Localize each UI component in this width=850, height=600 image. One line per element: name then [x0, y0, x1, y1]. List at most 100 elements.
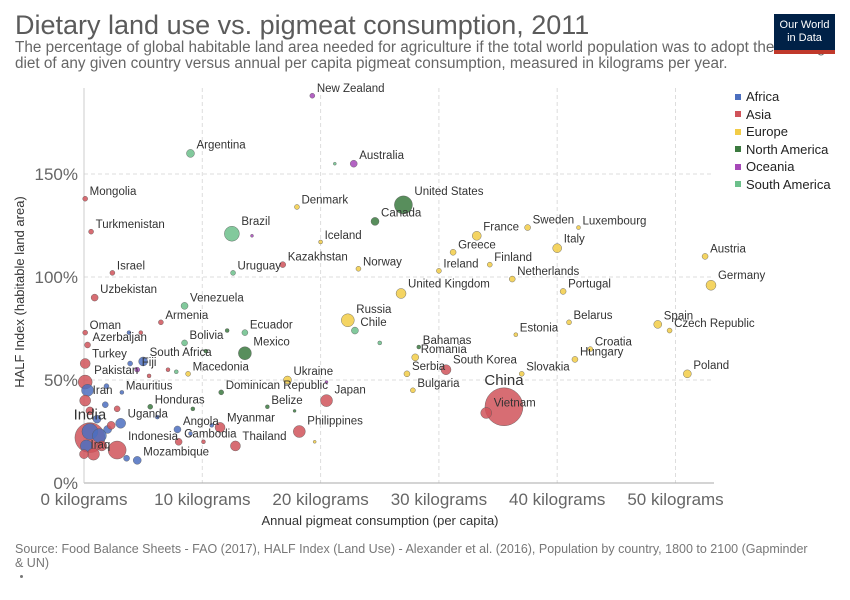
- legend-item-north-america[interactable]: North America: [735, 141, 831, 159]
- data-points: [74, 93, 717, 465]
- point-label: Kazakhstan: [288, 252, 348, 264]
- data-point-ukraine: [283, 375, 292, 385]
- data-point: [292, 409, 297, 413]
- legend-label: South America: [746, 176, 831, 192]
- legend-swatch: [735, 181, 741, 188]
- owid-logo[interactable]: Our World in Data: [774, 14, 835, 54]
- data-point-greece: [449, 249, 457, 256]
- data-point-belize: [265, 404, 270, 409]
- data-point-slovakia: [519, 371, 525, 377]
- data-point-estonia: [513, 332, 518, 337]
- point-label: Argentina: [196, 139, 246, 151]
- point-label: Turkmenistan: [96, 219, 165, 231]
- point-label: Bahamas: [423, 335, 472, 347]
- point-label: Poland: [693, 360, 729, 372]
- legend-label: Africa: [746, 89, 780, 105]
- point-label: Belarus: [574, 310, 613, 322]
- point-label: Czech Republic: [674, 318, 755, 330]
- data-point-uruguay: [230, 270, 236, 276]
- x-tick-label: 20 kilograms: [272, 490, 368, 509]
- legend-item-south-america[interactable]: South America: [735, 176, 831, 194]
- x-tick-label: 40 kilograms: [509, 490, 605, 509]
- point-label: Ireland: [443, 258, 478, 270]
- y-tick-label: 150%: [35, 165, 78, 184]
- data-point: [85, 406, 95, 416]
- point-label: Denmark: [301, 194, 348, 206]
- legend-item-oceania[interactable]: Oceania: [735, 158, 831, 176]
- legend-label: North America: [746, 141, 829, 157]
- legend-item-asia[interactable]: Asia: [735, 106, 831, 124]
- point-label: Indonesia: [128, 431, 178, 443]
- point-label: Bulgaria: [417, 378, 460, 390]
- data-point-hungary: [571, 356, 579, 363]
- point-label: Serbia: [412, 361, 446, 373]
- point-label: Netherlands: [517, 266, 579, 278]
- data-point: [126, 330, 132, 335]
- data-point: [312, 440, 317, 444]
- point-label: Australia: [359, 150, 404, 162]
- point-label: Thailand: [242, 431, 286, 443]
- data-point-oman: [82, 329, 88, 336]
- data-point-china: [484, 387, 524, 426]
- data-point-norway: [355, 266, 362, 272]
- data-point-dominican-republic: [218, 389, 224, 396]
- legend-swatch: [735, 111, 741, 118]
- point-label: Luxembourg: [582, 216, 646, 228]
- data-point-italy: [552, 243, 562, 253]
- point-label: Spain: [664, 310, 693, 322]
- data-point-luxembourg: [576, 225, 581, 230]
- data-point-finland: [487, 261, 493, 268]
- data-point-uganda: [115, 418, 126, 429]
- data-point-bahamas: [416, 344, 421, 350]
- data-point-thailand: [230, 440, 241, 452]
- point-label: Iraq: [91, 440, 111, 452]
- data-point-germany: [705, 280, 717, 291]
- point-label: Israel: [117, 260, 145, 272]
- data-point-philippines: [293, 425, 306, 438]
- data-point-angola: [173, 425, 182, 434]
- data-point: [138, 330, 143, 335]
- data-point-iraq: [79, 449, 89, 459]
- point-label: South Africa: [150, 347, 213, 359]
- point-label: Japan: [335, 385, 366, 397]
- point-label: Germany: [718, 270, 766, 282]
- y-axis-title: HALF Index (habitable land area): [12, 196, 27, 388]
- legend-item-africa[interactable]: Africa: [735, 88, 831, 106]
- point-label: Dominican Republic: [226, 380, 329, 392]
- point-label: Azerbaijan: [93, 332, 147, 344]
- data-point-macedonia: [185, 371, 191, 377]
- data-point-spain: [653, 320, 662, 329]
- legend-label: Oceania: [746, 159, 795, 175]
- data-point: [165, 367, 171, 372]
- point-label: Russia: [356, 304, 392, 316]
- data-point-japan: [320, 394, 333, 407]
- data-point-bolivia: [181, 339, 188, 347]
- data-point-iceland: [318, 239, 323, 245]
- x-tick-label: 10 kilograms: [154, 490, 250, 509]
- legend-item-europe[interactable]: Europe: [735, 123, 831, 141]
- point-label: Uzbekistan: [100, 284, 157, 296]
- data-point-poland: [683, 369, 692, 379]
- data-point-kazakhstan: [279, 261, 286, 268]
- point-label: France: [483, 221, 519, 233]
- point-label: Croatia: [595, 337, 633, 349]
- point-label: New Zealand: [317, 83, 385, 95]
- point-label: Venezuela: [190, 292, 244, 304]
- data-point-myanmar: [214, 422, 226, 433]
- y-tick-label: 100%: [35, 268, 78, 287]
- point-label: United Kingdom: [408, 278, 490, 290]
- data-point-serbia: [403, 370, 411, 378]
- data-point-mozambique: [133, 456, 142, 465]
- legend-label: Europe: [746, 124, 788, 140]
- logo-line2: in Data: [787, 32, 822, 44]
- data-point-azerbaijan: [84, 341, 91, 349]
- data-point: [174, 369, 179, 374]
- point-label: Turkey: [92, 349, 127, 361]
- data-point: [377, 340, 382, 346]
- data-point: [333, 161, 337, 166]
- data-point-south-africa: [138, 356, 148, 367]
- data-point-belarus: [566, 319, 572, 326]
- footer-dot: [20, 575, 23, 578]
- data-point-new-zealand: [309, 93, 316, 99]
